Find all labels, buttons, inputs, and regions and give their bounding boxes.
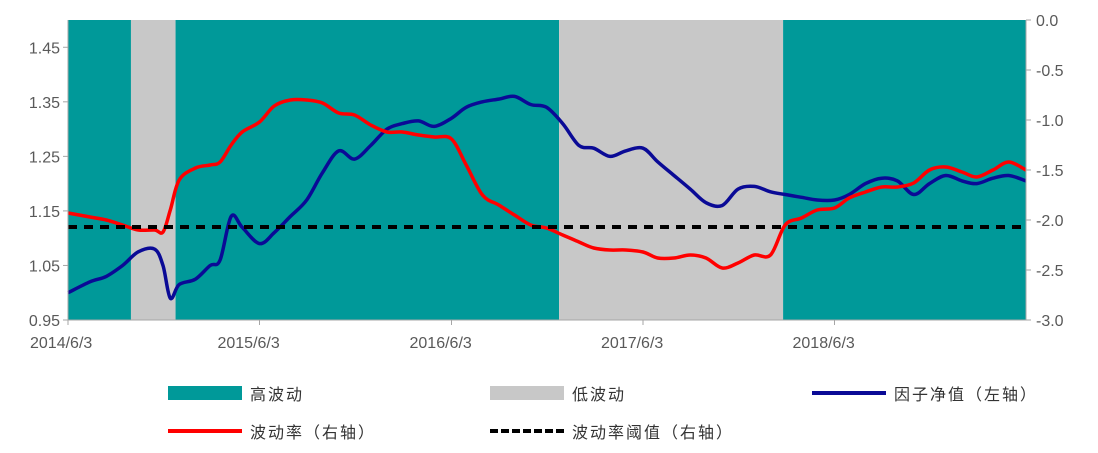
x-tick-label: 2014/6/3 bbox=[30, 335, 92, 352]
legend-item-low-vol: 低波动 bbox=[490, 380, 626, 406]
high-vol-band-2 bbox=[175, 20, 560, 320]
y-right-tick-label: -2.0 bbox=[1036, 213, 1064, 230]
low-vol-band-3 bbox=[559, 20, 784, 320]
y-right-tick-label: -0.5 bbox=[1036, 63, 1064, 80]
regime-bands bbox=[68, 20, 1026, 320]
chart-area: 0.95 1.05 1.15 1.25 1.35 1.45 0.0 -0.5 -1.0 -1.5 -… bbox=[29, 13, 1064, 352]
y-right-tick-label: 0.0 bbox=[1036, 13, 1058, 30]
high-vol-band-0 bbox=[68, 20, 131, 320]
low-vol-band-1 bbox=[130, 20, 176, 320]
legend-item-threshold: 波动率阈值（右轴） bbox=[490, 418, 734, 444]
y-right-tick-label: -3.0 bbox=[1036, 313, 1064, 330]
legend-label-threshold: 波动率阈值（右轴） bbox=[572, 423, 735, 442]
y-left-tick-label: 1.35 bbox=[29, 95, 60, 112]
y-left-tick-label: 1.15 bbox=[29, 204, 60, 221]
y-right-tick-label: -1.5 bbox=[1036, 163, 1064, 180]
legend: 高波动 低波动 因子净值（左轴） 波动率（右轴） 波动率阈值（右轴） bbox=[0, 370, 1098, 450]
legend-swatch-high-vol bbox=[168, 386, 242, 400]
legend-item-high-vol: 高波动 bbox=[168, 380, 304, 406]
legend-label-high-vol: 高波动 bbox=[250, 385, 305, 404]
y-left-tick-label: 1.45 bbox=[29, 40, 60, 57]
y-right-tick-label: -2.5 bbox=[1036, 263, 1064, 280]
volatility-line bbox=[67, 97, 1027, 270]
y-left-tick-label: 1.05 bbox=[29, 258, 60, 275]
axes: 0.95 1.05 1.15 1.25 1.35 1.45 0.0 -0.5 -1.0 -1.5 -… bbox=[29, 13, 1064, 352]
legend-swatch-threshold bbox=[490, 429, 564, 433]
x-tick-label: 2016/6/3 bbox=[410, 335, 472, 352]
legend-item-nav: 因子净值（左轴） bbox=[812, 380, 1038, 406]
x-tick-label: 2017/6/3 bbox=[601, 335, 663, 352]
series-layer bbox=[67, 94, 1027, 301]
y-left-tick-label: 0.95 bbox=[29, 313, 60, 330]
y-right-tick-label: -1.0 bbox=[1036, 113, 1064, 130]
nav-line bbox=[67, 94, 1027, 301]
high-vol-band-4 bbox=[783, 20, 1026, 320]
legend-swatch-vol bbox=[168, 429, 242, 433]
legend-label-nav: 因子净值（左轴） bbox=[894, 385, 1039, 404]
legend-swatch-nav bbox=[812, 391, 886, 395]
x-tick-label: 2018/6/3 bbox=[793, 335, 855, 352]
legend-label-vol: 波动率（右轴） bbox=[250, 423, 377, 442]
y-left-tick-label: 1.25 bbox=[29, 149, 60, 166]
legend-label-low-vol: 低波动 bbox=[572, 385, 627, 404]
x-tick-label: 2015/6/3 bbox=[217, 335, 279, 352]
legend-item-vol: 波动率（右轴） bbox=[168, 418, 376, 444]
legend-swatch-low-vol bbox=[490, 386, 564, 400]
